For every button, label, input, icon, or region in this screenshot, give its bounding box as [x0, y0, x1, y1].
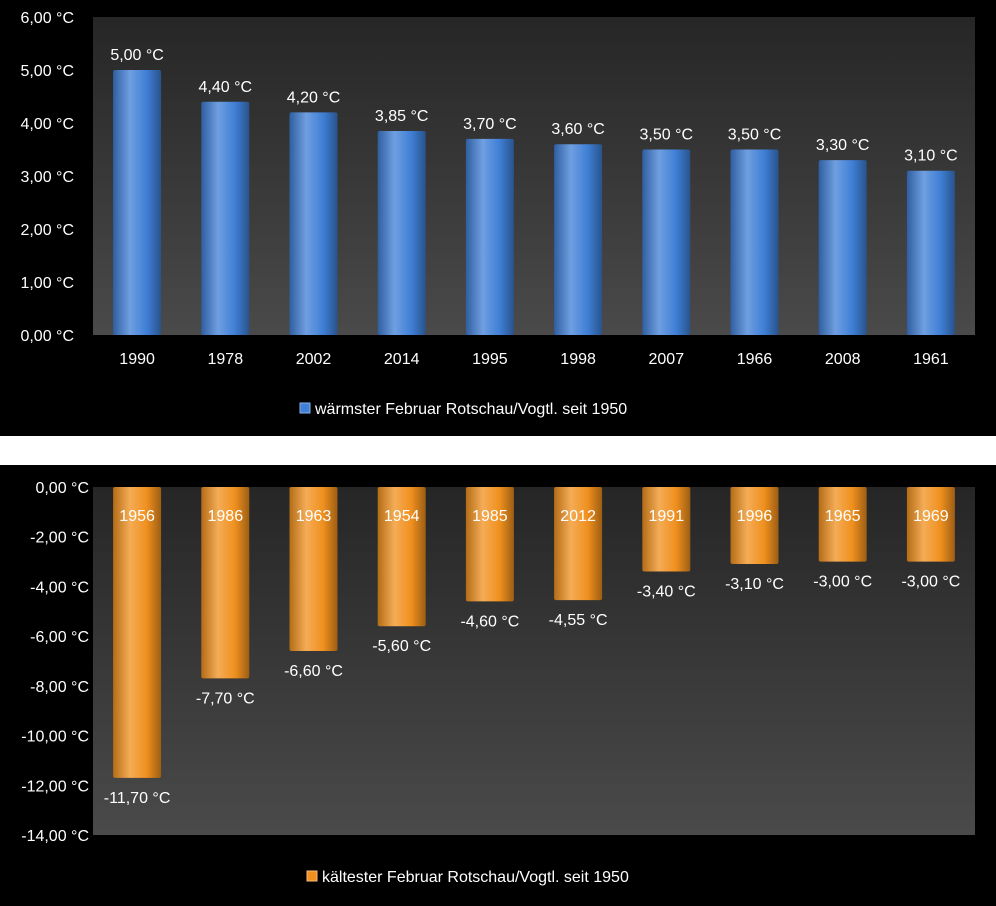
warm-legend-label: wärmster Februar Rotschau/Vogtl. seit 19…	[314, 401, 627, 418]
cold-bar	[201, 487, 250, 679]
cold-data-label: -11,70 °C	[104, 790, 171, 807]
warm-bar	[554, 144, 603, 335]
warm-data-label: 5,00 °C	[110, 47, 164, 64]
cold-category-label: 1965	[825, 508, 861, 525]
chart-separator	[0, 436, 996, 465]
cold-data-label: -4,60 °C	[460, 613, 519, 630]
cold-y-tick-label: 0,00 °C	[35, 480, 89, 497]
warm-bar	[377, 130, 426, 335]
cold-bar	[465, 487, 514, 602]
warm-y-tick-label: 5,00 °C	[20, 63, 74, 80]
warm-data-label: 3,85 °C	[375, 108, 429, 125]
warm-category-label: 1995	[472, 351, 508, 368]
warm-bar	[642, 149, 691, 335]
warm-bar	[289, 112, 338, 336]
warm-data-label: 4,40 °C	[199, 79, 253, 96]
cold-legend: kältester Februar Rotschau/Vogtl. seit 1…	[306, 869, 629, 886]
cold-data-label: -3,00 °C	[901, 574, 960, 591]
coldest-february-chart: 0,00 °C -2,00 °C -4,00 °C -6,00 °C -8,00 °C -…	[0, 465, 996, 906]
warm-bar	[730, 149, 779, 335]
cold-bar	[289, 487, 338, 652]
cold-category-label: 1996	[737, 508, 773, 525]
cold-category-label: 1986	[208, 508, 244, 525]
cold-y-tick-label: -4,00 °C	[30, 579, 89, 596]
warm-category-label: 2002	[296, 351, 332, 368]
warm-bar	[818, 160, 867, 335]
cold-category-label: 1969	[913, 508, 949, 525]
warm-y-tick-label: 4,00 °C	[20, 116, 74, 133]
cold-y-tick-label: -6,00 °C	[30, 629, 89, 646]
cold-data-label: -3,40 °C	[637, 584, 696, 601]
warm-bar	[906, 170, 955, 335]
cold-data-label: -7,70 °C	[196, 690, 255, 707]
cold-data-label: -6,60 °C	[284, 663, 343, 680]
cold-data-label: -3,00 °C	[813, 574, 872, 591]
warm-category-label: 2008	[825, 351, 861, 368]
warm-data-label: 3,60 °C	[551, 121, 605, 138]
cold-bar	[906, 487, 955, 562]
cold-category-label: 1985	[472, 508, 508, 525]
warmest-chart-svg: 0,00 °C 1,00 °C 2,00 °C 3,00 °C 4,00 °C 5,00 …	[20, 10, 975, 418]
cold-data-label: -3,10 °C	[725, 576, 784, 593]
warm-y-tick-label: 6,00 °C	[20, 10, 74, 27]
cold-y-tick-label: -10,00 °C	[21, 729, 89, 746]
warm-y-tick-label: 2,00 °C	[20, 222, 74, 239]
cold-y-tick-label: -8,00 °C	[30, 679, 89, 696]
cold-data-label: -5,60 °C	[372, 638, 431, 655]
warm-data-label: 3,30 °C	[816, 137, 870, 154]
cold-y-tick-label: -14,00 °C	[21, 828, 89, 845]
warm-category-label: 1966	[737, 351, 773, 368]
warm-data-label: 3,10 °C	[904, 148, 958, 165]
warm-y-tick-label: 3,00 °C	[20, 169, 74, 186]
cold-category-label: 2012	[560, 508, 596, 525]
cold-legend-swatch	[306, 870, 318, 882]
cold-bar	[377, 487, 426, 627]
warm-category-label: 2014	[384, 351, 420, 368]
warm-data-label: 3,50 °C	[728, 127, 782, 144]
warm-y-tick-label: 0,00 °C	[20, 328, 74, 345]
cold-legend-label: kältester Februar Rotschau/Vogtl. seit 1…	[322, 869, 629, 886]
warm-bar	[465, 138, 514, 335]
warm-category-label: 1961	[913, 351, 949, 368]
warm-category-label: 2007	[649, 351, 685, 368]
warm-category-label: 1990	[119, 351, 155, 368]
cold-bar	[113, 487, 162, 778]
cold-category-label: 1963	[296, 508, 332, 525]
cold-data-label: -4,55 °C	[549, 612, 608, 629]
warmest-february-chart: 0,00 °C 1,00 °C 2,00 °C 3,00 °C 4,00 °C 5,00 …	[0, 0, 996, 436]
cold-bar	[730, 487, 779, 565]
warm-bar	[113, 70, 162, 335]
warm-data-label: 3,70 °C	[463, 116, 517, 133]
warm-legend-swatch	[299, 402, 311, 414]
cold-bar	[818, 487, 867, 562]
warm-data-label: 3,50 °C	[640, 127, 694, 144]
cold-category-label: 1991	[649, 508, 685, 525]
cold-bar	[554, 487, 603, 601]
warm-y-tick-label: 1,00 °C	[20, 275, 74, 292]
warm-category-label: 1978	[208, 351, 244, 368]
cold-category-label: 1956	[119, 508, 155, 525]
cold-y-tick-label: -2,00 °C	[30, 530, 89, 547]
warm-data-label: 4,20 °C	[287, 89, 341, 106]
warm-legend: wärmster Februar Rotschau/Vogtl. seit 19…	[299, 401, 627, 418]
cold-category-label: 1954	[384, 508, 420, 525]
coldest-chart-svg: 0,00 °C -2,00 °C -4,00 °C -6,00 °C -8,00 °C -…	[21, 480, 975, 886]
cold-bar	[642, 487, 691, 572]
warm-bar	[201, 101, 250, 335]
cold-y-tick-label: -12,00 °C	[21, 778, 89, 795]
warm-category-label: 1998	[560, 351, 596, 368]
